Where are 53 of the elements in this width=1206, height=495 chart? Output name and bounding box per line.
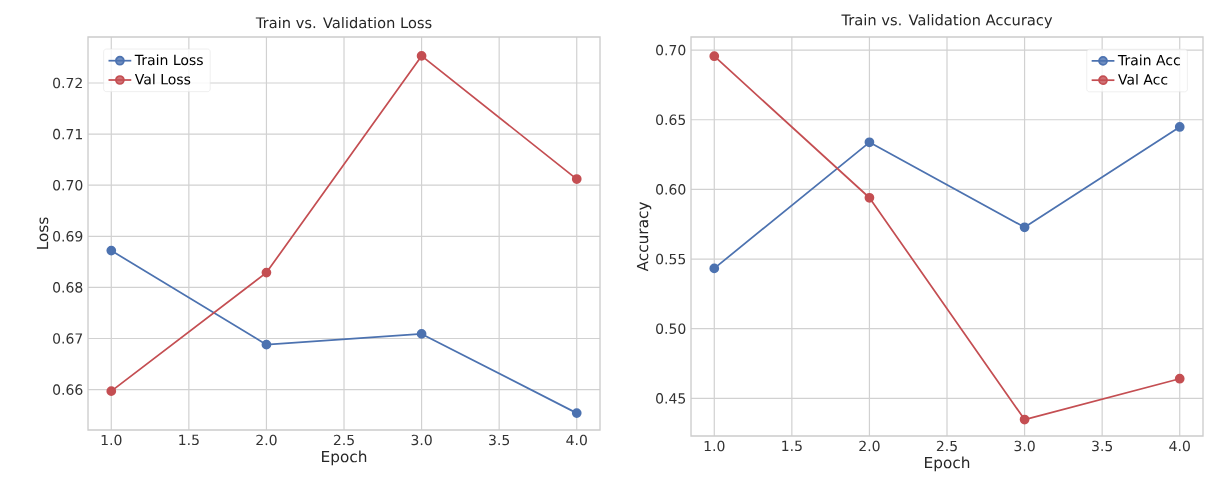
chart-title: Train vs. Validation Accuracy: [841, 14, 1053, 29]
point: [106, 245, 117, 256]
x-tick-label: 1.0: [704, 440, 725, 452]
point: [416, 329, 427, 339]
point: [864, 192, 875, 203]
point: [1174, 373, 1185, 384]
y-axis-title: Accuracy: [636, 201, 652, 272]
y-axis-title: Loss: [36, 217, 49, 249]
legend-label: Train Acc: [1117, 54, 1180, 66]
y-tick-label: 0.70: [656, 44, 686, 56]
point: [571, 174, 582, 184]
point: [1019, 222, 1030, 233]
y-tick-label: 0.66: [53, 384, 83, 395]
point: [1019, 414, 1030, 425]
point: [571, 408, 582, 418]
x-axis-title: Epoch: [322, 450, 367, 466]
x-axis-title: Epoch: [925, 456, 970, 472]
point: [261, 339, 272, 350]
y-tick-label: 0.50: [656, 323, 686, 334]
x-tick-label: 1.0: [101, 434, 122, 446]
x-tick-label: 2.5: [333, 434, 354, 446]
point: [864, 137, 875, 148]
y-tick-label: 0.55: [656, 253, 686, 265]
y-tick-label: 0.67: [53, 333, 83, 344]
point: [709, 51, 720, 62]
x-tick-label: 3.5: [489, 434, 510, 446]
y-tick-label: 0.71: [53, 128, 82, 140]
x-tick-label: 1.5: [179, 434, 199, 446]
chart-title: Train vs. Validation Loss: [255, 16, 432, 29]
y-tick-label: 0.45: [656, 393, 686, 404]
point: [1174, 122, 1185, 132]
y-tick-label: 0.65: [656, 114, 686, 126]
point: [709, 263, 720, 274]
x-tick-label: 2.5: [936, 440, 957, 452]
legend-label: Train Loss: [134, 54, 203, 66]
x-tick-label: 1.5: [782, 440, 802, 452]
point: [106, 386, 117, 397]
x-tick-label: 3.5: [1092, 440, 1113, 452]
y-tick-label: 0.69: [53, 231, 83, 242]
x-tick-label: 4.0: [1169, 440, 1190, 452]
x-tick-label: 3.0: [1014, 440, 1035, 452]
y-tick-label: 0.68: [53, 282, 83, 293]
x-tick-label: 2.0: [256, 434, 277, 446]
x-tick-label: 2.0: [859, 440, 880, 452]
y-tick-label: 0.60: [656, 184, 686, 195]
y-tick-label: 0.72: [53, 77, 82, 89]
x-tick-label: 3.0: [411, 434, 432, 446]
legend-label: Val Acc: [1118, 73, 1168, 85]
y-tick-label: 0.70: [53, 179, 83, 191]
point: [416, 51, 427, 61]
x-tick-label: 4.0: [566, 434, 587, 446]
point: [261, 267, 272, 278]
legend-label: Val Loss: [134, 73, 191, 85]
